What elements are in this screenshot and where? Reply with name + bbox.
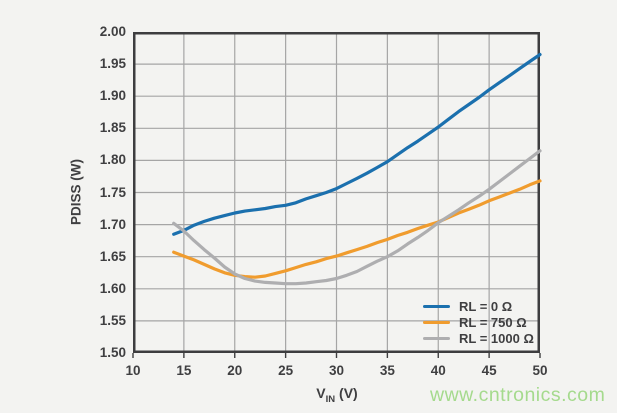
y-tick-label: 1.50	[99, 345, 126, 360]
y-tick-label: 1.65	[99, 248, 126, 264]
legend: RL = 0 Ω RL = 750 Ω RL = 1000 Ω	[423, 300, 534, 345]
series-line-2	[172, 149, 542, 286]
x-axis-title: VIN (V)	[316, 385, 357, 405]
y-tick-label: 1.70	[99, 216, 126, 232]
plot-svg	[132, 32, 542, 358]
x-tick-label: 20	[227, 363, 243, 378]
y-tick-label: 1.75	[99, 184, 126, 200]
legend-label-0: RL = 0 Ω	[459, 299, 513, 314]
series-line-1	[172, 179, 542, 279]
x-axis-title-unit: (V)	[335, 385, 358, 401]
x-tick-label: 40	[430, 363, 446, 378]
plot-area	[132, 32, 542, 358]
legend-label-2: RL = 1000 Ω	[459, 331, 534, 346]
legend-item: RL = 0 Ω	[423, 300, 534, 313]
x-tick-label: 50	[532, 363, 548, 378]
x-tick-label: 45	[481, 363, 497, 378]
y-tick-label: 1.90	[99, 88, 126, 104]
x-axis-title-sub: IN	[325, 393, 336, 405]
watermark-text: www.cntronics.com	[430, 384, 606, 406]
x-tick-label: 30	[328, 363, 345, 378]
legend-swatch-1	[423, 320, 450, 325]
legend-item: RL = 1000 Ω	[423, 332, 534, 345]
y-tick-label: 1.55	[99, 312, 126, 328]
x-tick-label: 15	[176, 363, 192, 378]
y-tick-label: 1.95	[99, 56, 126, 72]
legend-item: RL = 750 Ω	[423, 316, 534, 329]
x-tick-label: 25	[278, 363, 294, 378]
legend-swatch-0	[423, 304, 450, 309]
x-tick-label: 35	[379, 363, 395, 378]
y-tick-label: 1.60	[99, 280, 126, 296]
y-tick-label: 1.80	[99, 152, 126, 168]
x-tick-label: 10	[125, 363, 141, 378]
legend-label-1: RL = 750 Ω	[459, 315, 527, 330]
x-axis-title-main: V	[316, 385, 326, 401]
y-tick-label: 1.85	[99, 120, 126, 136]
series-line-0	[172, 52, 542, 236]
y-tick-label: 2.00	[99, 24, 126, 39]
plot-border	[133, 32, 540, 353]
legend-swatch-2	[423, 336, 450, 341]
